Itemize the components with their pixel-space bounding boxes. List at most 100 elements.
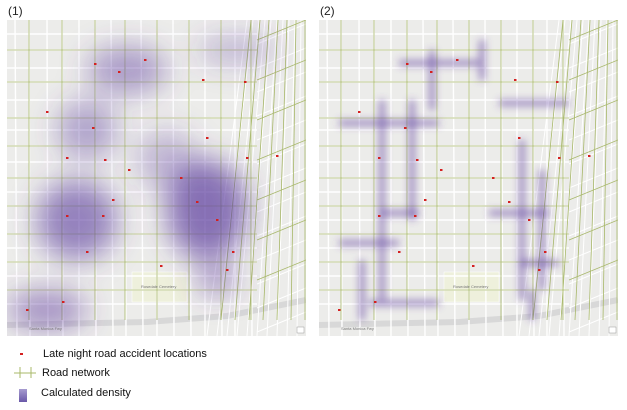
freeway-label: Santa Monica Fwy	[29, 326, 62, 331]
accident-point	[472, 265, 475, 267]
accident-point	[180, 177, 183, 179]
density-segment	[489, 210, 549, 216]
accident-point	[62, 301, 65, 303]
density-swatch-icon	[19, 389, 27, 402]
legend-accidents-label: Late night road accident locations	[43, 348, 207, 360]
cemetery-area	[131, 271, 188, 303]
density-map-2: Rosedale Cemetery Santa Monica Fwy	[319, 20, 618, 336]
road-network	[319, 20, 618, 321]
density-segment	[339, 120, 439, 126]
zoom-out-icon	[608, 326, 617, 334]
accident-point	[244, 81, 247, 83]
legend-density-label: Calculated density	[41, 387, 131, 399]
density-segment	[479, 40, 485, 80]
accident-point	[66, 215, 69, 217]
accident-point	[404, 127, 407, 129]
map-panel-2[interactable]: Rosedale Cemetery Santa Monica Fwy	[319, 20, 618, 336]
density-hotspot	[197, 35, 277, 65]
density-segment	[499, 100, 569, 106]
legend-roads-label: Road network	[42, 367, 110, 379]
accident-point	[246, 157, 249, 159]
density-segment	[529, 290, 535, 320]
accident-point	[66, 157, 69, 159]
accident-point	[518, 137, 521, 139]
density-segment	[339, 240, 399, 246]
accident-point	[538, 269, 541, 271]
accident-point	[92, 127, 95, 129]
density-segment	[539, 170, 545, 290]
density-segment	[379, 100, 385, 300]
cemetery-area	[443, 271, 500, 303]
accident-point	[102, 215, 105, 217]
freeway-label: Santa Monica Fwy	[341, 326, 374, 331]
accident-point	[588, 155, 591, 157]
accident-point	[196, 201, 199, 203]
density-hotspot	[197, 265, 237, 295]
density-layer	[339, 40, 569, 320]
accident-point	[206, 137, 209, 139]
accident-point	[508, 201, 511, 203]
accident-point	[358, 111, 361, 113]
accident-point	[226, 269, 229, 271]
accident-point	[414, 215, 417, 217]
accident-point	[94, 63, 97, 65]
accident-point	[374, 301, 377, 303]
freeway	[7, 297, 306, 328]
density-segment	[379, 210, 419, 216]
density-segment	[519, 140, 525, 300]
density-hotspot	[37, 180, 117, 260]
density-segment	[399, 60, 479, 66]
accident-marker-icon	[20, 353, 23, 355]
density-layer	[7, 35, 277, 330]
accident-point	[160, 265, 163, 267]
accident-point	[112, 199, 115, 201]
density-map-1: Rosedale Cemetery Santa Monica Fwy	[7, 20, 306, 336]
density-hotspot	[167, 160, 247, 260]
road-network-icon	[14, 367, 36, 378]
accident-point	[556, 81, 559, 83]
accident-point	[46, 111, 49, 113]
density-segment	[519, 260, 559, 266]
cemetery-label: Rosedale Cemetery	[141, 284, 176, 289]
accident-point	[430, 71, 433, 73]
map-panel-1[interactable]: Rosedale Cemetery Santa Monica Fwy	[7, 20, 306, 336]
accident-point	[144, 59, 147, 61]
density-segment	[369, 300, 439, 306]
density-segment	[409, 100, 415, 220]
accident-point	[118, 71, 121, 73]
zoom-out-icon	[296, 326, 305, 334]
accident-point	[398, 251, 401, 253]
accident-point	[528, 219, 531, 221]
density-hotspot	[57, 100, 117, 160]
density-hotspot	[7, 290, 87, 330]
legend: Late night road accident locations Road …	[0, 344, 300, 408]
accident-point	[276, 155, 279, 157]
freeway	[319, 297, 618, 328]
accident-point	[202, 79, 205, 81]
accident-point	[216, 219, 219, 221]
density-hotspot	[87, 46, 167, 94]
accident-point	[544, 251, 547, 253]
accident-point	[26, 309, 29, 311]
density-segment	[429, 50, 435, 110]
accident-point	[456, 59, 459, 61]
accident-point	[378, 157, 381, 159]
accident-point	[378, 215, 381, 217]
accident-point	[232, 251, 235, 253]
cemetery-label: Rosedale Cemetery	[453, 284, 488, 289]
panel-1-label: (1)	[8, 4, 23, 18]
accident-point	[514, 79, 517, 81]
accident-point	[104, 159, 107, 161]
density-segment	[359, 260, 365, 320]
accident-point	[440, 169, 443, 171]
density-hotspot	[137, 130, 197, 190]
accident-point	[86, 251, 89, 253]
accident-point	[338, 309, 341, 311]
accident-point	[128, 169, 131, 171]
accident-point	[558, 157, 561, 159]
panel-2-label: (2)	[320, 4, 335, 18]
accident-point	[416, 159, 419, 161]
accident-point	[406, 63, 409, 65]
accident-point	[492, 177, 495, 179]
accident-point	[424, 199, 427, 201]
